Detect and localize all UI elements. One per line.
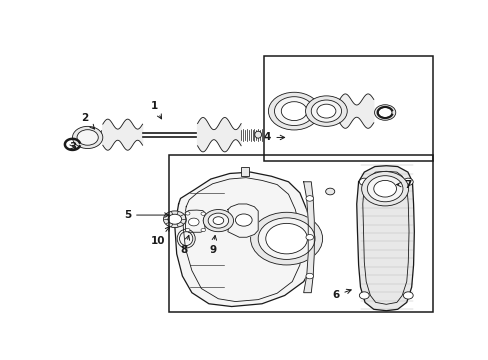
Circle shape xyxy=(185,228,189,232)
Circle shape xyxy=(325,188,334,195)
Text: 1: 1 xyxy=(150,100,161,119)
Circle shape xyxy=(305,273,313,279)
Bar xyxy=(264,56,432,161)
Text: 4: 4 xyxy=(264,132,284,143)
Circle shape xyxy=(268,92,319,130)
Bar xyxy=(241,167,248,176)
Circle shape xyxy=(305,234,313,240)
Text: 2: 2 xyxy=(81,113,94,129)
Circle shape xyxy=(185,212,189,215)
Circle shape xyxy=(359,178,368,185)
Polygon shape xyxy=(175,172,314,307)
Circle shape xyxy=(163,211,186,228)
Circle shape xyxy=(77,130,98,145)
Circle shape xyxy=(305,96,346,126)
Circle shape xyxy=(201,228,205,232)
Text: 8: 8 xyxy=(180,235,189,255)
Circle shape xyxy=(366,176,402,202)
Circle shape xyxy=(403,292,412,299)
Text: 9: 9 xyxy=(209,235,216,255)
Polygon shape xyxy=(227,204,258,237)
Circle shape xyxy=(378,108,391,117)
Polygon shape xyxy=(197,117,241,152)
Circle shape xyxy=(274,97,313,126)
Circle shape xyxy=(281,102,306,121)
Text: 7: 7 xyxy=(396,180,411,190)
Circle shape xyxy=(188,218,199,226)
Circle shape xyxy=(403,178,412,185)
Text: 6: 6 xyxy=(331,289,350,301)
Ellipse shape xyxy=(254,131,261,138)
Circle shape xyxy=(361,172,408,206)
Circle shape xyxy=(168,214,181,224)
Circle shape xyxy=(373,180,396,197)
Circle shape xyxy=(258,218,314,260)
Text: 3: 3 xyxy=(69,142,76,152)
Circle shape xyxy=(311,100,341,122)
Polygon shape xyxy=(303,182,314,293)
Circle shape xyxy=(201,212,205,215)
Circle shape xyxy=(316,104,335,118)
Text: 10: 10 xyxy=(151,226,169,246)
Circle shape xyxy=(265,223,307,254)
Text: 5: 5 xyxy=(123,210,169,220)
Polygon shape xyxy=(185,210,205,232)
Circle shape xyxy=(374,105,395,120)
Bar xyxy=(169,156,432,312)
Circle shape xyxy=(203,210,233,232)
Circle shape xyxy=(213,217,223,225)
Circle shape xyxy=(235,214,252,226)
Polygon shape xyxy=(102,119,142,150)
Circle shape xyxy=(359,292,368,299)
Circle shape xyxy=(250,212,322,265)
Polygon shape xyxy=(356,166,413,311)
Polygon shape xyxy=(339,94,373,128)
Circle shape xyxy=(208,213,228,228)
Circle shape xyxy=(305,196,313,201)
Circle shape xyxy=(72,126,102,149)
